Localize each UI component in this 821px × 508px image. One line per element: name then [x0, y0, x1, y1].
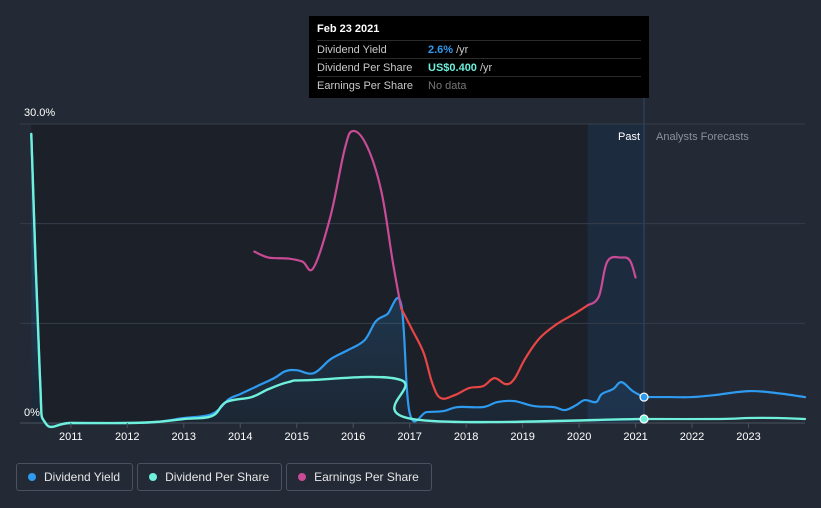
series-line-dividend-per-share-forecast	[642, 416, 807, 421]
x-tick-label: 2015	[284, 431, 308, 443]
chart-axes: 30.0% 0% Past Analysts Forecasts 2011 201…	[24, 107, 761, 443]
legend-dot-icon	[28, 473, 36, 481]
tooltip-row-dividend-yield: Dividend Yield 2.6% /yr	[317, 40, 641, 58]
chart-gridlines	[20, 123, 805, 424]
chart-series	[30, 129, 807, 429]
series-line-earnings-per-share	[253, 129, 403, 310]
x-tick-label: 2023	[736, 431, 760, 443]
tooltip-label: Dividend Per Share	[317, 61, 413, 74]
y-tick-label-zero: 0%	[24, 407, 40, 419]
hover-tooltip: Feb 23 2021 Dividend Yield 2.6% /yr Divi…	[309, 16, 649, 98]
chart-legend: Dividend Yield Dividend Per Share Earnin…	[16, 463, 432, 491]
tooltip-value: US$0.400	[428, 61, 477, 74]
x-tick-label: 2016	[341, 431, 365, 443]
legend-label: Earnings Per Share	[314, 470, 419, 484]
x-tick-label: 2014	[228, 431, 252, 443]
series-line-dividend-per-share	[30, 132, 646, 429]
series-line-earnings-per-share-trough	[400, 304, 589, 400]
x-tick-label: 2019	[510, 431, 534, 443]
tooltip-value: 2.6%	[428, 43, 454, 56]
legend-item-dividend-per-share[interactable]: Dividend Per Share	[137, 463, 283, 491]
y-tick-label-top: 30.0%	[24, 107, 55, 119]
legend-item-dividend-yield[interactable]: Dividend Yield	[16, 463, 134, 491]
tooltip-label: Dividend Yield	[317, 43, 387, 56]
legend-label: Dividend Yield	[44, 470, 121, 484]
past-region-label: Past	[618, 131, 640, 143]
tooltip-date: Feb 23 2021	[317, 23, 380, 35]
x-tick-label: 2018	[454, 431, 478, 443]
x-tick-label: 2011	[59, 431, 83, 443]
x-tick-label: 2022	[680, 431, 704, 443]
series-line-dividend-yield-forecast	[642, 389, 807, 399]
legend-dot-icon	[298, 473, 307, 481]
x-tick-label: 2020	[567, 431, 591, 443]
cursor-markers	[639, 392, 649, 424]
tooltip-unit: /yr	[479, 61, 493, 74]
series-area-dividend-yield	[31, 133, 645, 427]
tooltip-unit: /yr	[456, 43, 469, 56]
x-tick-label: 2013	[172, 431, 196, 443]
legend-item-earnings-per-share[interactable]: Earnings Per Share	[286, 463, 432, 491]
x-tick-label: 2012	[115, 431, 139, 443]
x-tick-label: 2021	[623, 431, 647, 443]
legend-label: Dividend Per Share	[165, 470, 270, 484]
series-line-earnings-per-share-recovery	[586, 255, 637, 307]
forecast-region-label: Analysts Forecasts	[656, 131, 749, 143]
tooltip-label: Earnings Per Share	[317, 79, 413, 92]
legend-dot-icon	[149, 473, 158, 481]
tooltip-value: No data	[428, 79, 467, 92]
tooltip-row-earnings-per-share: Earnings Per Share No data	[317, 76, 641, 94]
x-tick-label: 2017	[397, 431, 421, 443]
tooltip-row-dividend-per-share: Dividend Per Share US$0.400 /yr	[317, 58, 641, 76]
marker-dividend-per-share	[639, 414, 649, 424]
marker-dividend-yield	[639, 392, 649, 402]
